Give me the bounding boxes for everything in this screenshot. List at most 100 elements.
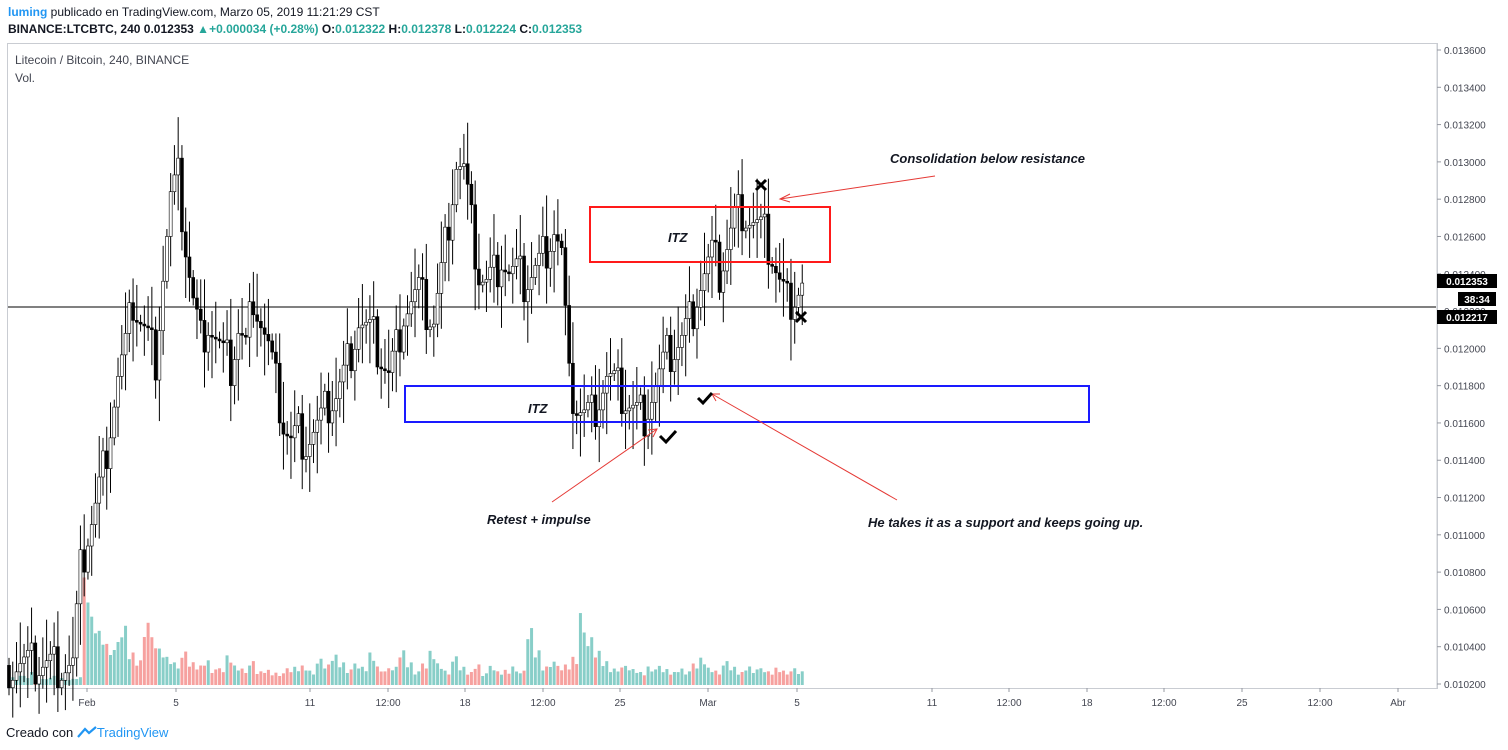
candle-body: [338, 381, 342, 399]
tradingview-link[interactable]: TradingView: [96, 725, 169, 740]
support-zone[interactable]: [404, 385, 1090, 423]
candle-body: [721, 270, 726, 293]
candle-body: [356, 327, 361, 350]
candle-body: [89, 524, 94, 547]
candle-body: [277, 362, 282, 424]
candle-body: [22, 656, 26, 664]
candle-body: [311, 431, 316, 445]
candle-body: [29, 642, 34, 651]
candle-body: [341, 364, 346, 383]
candle-body: [672, 359, 677, 372]
candle-body: [785, 280, 790, 284]
volume-bar: [639, 672, 643, 685]
candle-body: [653, 385, 658, 403]
volume-bar: [432, 659, 436, 685]
candle-body: [172, 174, 177, 193]
annotation-retest: Retest + impulse: [487, 512, 591, 527]
tradingview-logo-icon[interactable]: [77, 725, 97, 740]
volume-bar: [676, 672, 680, 685]
volume-bar: [319, 658, 323, 685]
volume-bar: [82, 577, 86, 685]
arrowhead: [647, 428, 658, 438]
volume-bar: [289, 672, 293, 685]
candle-body: [285, 433, 289, 437]
volume-bar: [75, 679, 79, 685]
volume-bars: [7, 577, 804, 685]
volume-bar: [248, 665, 252, 685]
volume-bar: [545, 666, 549, 685]
volume-bar: [718, 674, 722, 685]
volume-bar: [236, 670, 240, 685]
volume-bar: [48, 677, 52, 685]
candle-body: [206, 334, 211, 353]
candle-body: [409, 301, 414, 315]
time-axis[interactable]: Feb 5 11 12:00 18 12:00 25 Mar 5 11 12:00 18 12:00 25…: [78, 688, 1406, 709]
candle-body: [432, 323, 436, 328]
author-name[interactable]: luming: [8, 5, 48, 19]
volume-bar: [563, 664, 567, 685]
candle-body: [217, 338, 222, 342]
volume-bar: [526, 639, 530, 685]
volume-bar: [383, 671, 387, 685]
volume-bar: [387, 668, 391, 685]
x-tick-label: 11: [305, 698, 316, 709]
x-tick-label: 25: [1236, 698, 1248, 709]
candle-body: [307, 444, 312, 457]
volume-bar: [642, 675, 646, 685]
open-value: 0.012322: [335, 22, 386, 36]
ohlc-legend: BINANCE:LTCBTC, 240 0.012353 ▲+0.000034 …: [8, 22, 582, 36]
volume-bar: [90, 616, 94, 685]
volume-bar: [503, 669, 507, 685]
volume-bar: [548, 667, 552, 685]
volume-bar: [112, 650, 116, 685]
candle-body: [465, 163, 470, 185]
volume-bar: [338, 667, 342, 685]
volume-bar: [590, 637, 594, 685]
candle-body: [345, 343, 350, 366]
x-tick-label: 12:00: [1151, 698, 1176, 709]
volume-bar: [270, 675, 274, 685]
volume-bar: [541, 670, 545, 685]
price-axis[interactable]: 0.013600 0.013400 0.013200 0.013000 0.012800…: [1436, 43, 1486, 691]
candle-body: [473, 204, 477, 270]
candle-body: [405, 313, 410, 327]
y-tick-label: 0.010400: [1444, 643, 1486, 654]
candle-body: [619, 367, 624, 414]
volume-bar: [515, 671, 519, 685]
candle-body: [198, 308, 203, 321]
candle-body: [789, 282, 793, 320]
candle-body: [232, 359, 237, 386]
volume-bar: [571, 656, 575, 685]
y-tick-label: 0.013000: [1444, 158, 1486, 169]
volume-bar: [597, 650, 601, 685]
volume-bar: [417, 671, 421, 685]
volume-bar: [334, 654, 338, 685]
volume-bar: [428, 650, 432, 685]
y-tick-label: 0.012600: [1444, 232, 1486, 243]
candle-body: [52, 646, 56, 655]
publish-info: luming publicado en TradingView.com, Mar…: [8, 5, 380, 19]
candle-body: [766, 213, 771, 265]
volume-bar: [657, 665, 661, 685]
candle-body: [484, 279, 489, 283]
volume-bar: [721, 665, 725, 685]
volume-bar: [421, 663, 425, 685]
y-tick-label: 0.013400: [1444, 83, 1486, 94]
candle-body: [514, 258, 519, 267]
footer-text: Creado con: [6, 725, 77, 740]
volume-bar: [255, 674, 259, 685]
candle-body: [14, 671, 19, 681]
annotation-arrow-support: [711, 393, 898, 501]
volume-bar: [323, 668, 327, 685]
y-tick-label: 0.012800: [1444, 195, 1486, 206]
y-tick-label: 0.011200: [1444, 494, 1485, 505]
volume-bar: [481, 676, 485, 685]
resistance-zone[interactable]: [589, 206, 831, 263]
candle-body: [108, 437, 113, 469]
volume-bar: [687, 671, 691, 685]
candle-body: [191, 277, 196, 299]
candle-body: [747, 224, 752, 229]
candle-body: [458, 166, 462, 170]
candle-body: [488, 266, 493, 280]
